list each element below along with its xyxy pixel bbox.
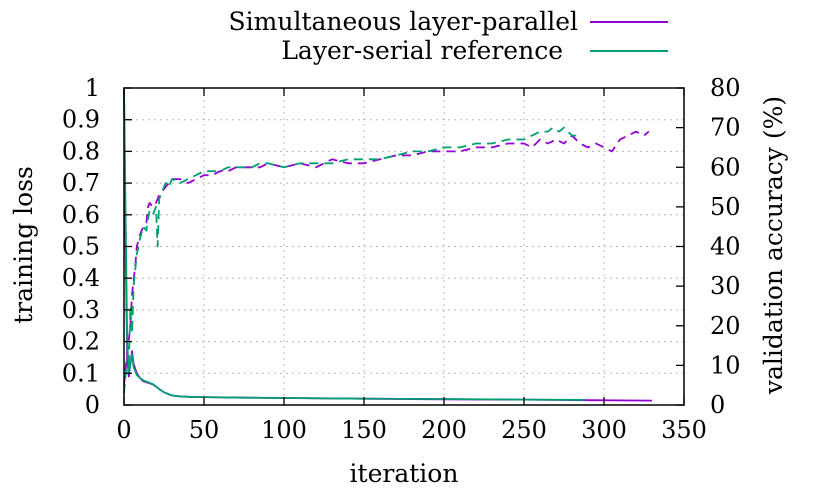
training-loss-line-serial (123, 87, 585, 401)
y2-tick-label: 40 (710, 233, 741, 261)
x-axis-title: iteration (350, 459, 459, 488)
y2-tick-label: 70 (710, 114, 741, 142)
y-axis-title: training loss (9, 166, 38, 324)
x-tick-label: 350 (661, 416, 707, 444)
y-tick-label: 0.1 (62, 359, 100, 387)
validation-accuracy-line-parallel (123, 130, 650, 386)
y2-tick-labels: 0 10 20 30 40 50 60 70 80 (710, 74, 741, 419)
y-tick-label: 0.4 (62, 264, 100, 292)
x-tick-label: 150 (341, 416, 387, 444)
y2-tick-label: 30 (710, 272, 741, 300)
y-tick-label: 0.9 (62, 106, 100, 134)
y-tick-labels: 0 0.1 0.2 0.3 0.4 0.5 0.6 0.7 0.8 0.9 1 (62, 74, 100, 419)
x-tick-label: 250 (501, 416, 547, 444)
plot-area (123, 87, 653, 402)
y2-tick-label: 10 (710, 351, 741, 379)
y-tick-label: 0.7 (62, 169, 100, 197)
y2-tick-label: 20 (710, 312, 741, 340)
legend-label-serial: Layer-serial reference (281, 36, 563, 65)
axis-ticks (123, 87, 685, 406)
y2-tick-label: 0 (710, 391, 725, 419)
y2-tick-label: 80 (710, 74, 741, 102)
y-tick-label: 0.5 (62, 233, 100, 261)
grid (124, 88, 684, 405)
y2-tick-label: 50 (710, 193, 741, 221)
x-tick-label: 50 (189, 416, 220, 444)
y2-axis-title: validation accuracy (%) (759, 96, 788, 395)
x-tick-label: 0 (116, 416, 131, 444)
y-tick-label: 0.6 (62, 201, 100, 229)
validation-accuracy-line-serial (123, 126, 580, 394)
y-tick-label: 1 (85, 74, 100, 102)
y-tick-label: 0.2 (62, 328, 100, 356)
legend-label-parallel: Simultaneous layer-parallel (229, 7, 578, 36)
x-tick-label: 100 (261, 416, 307, 444)
x-tick-label: 300 (581, 416, 627, 444)
legend: Simultaneous layer-parallel Layer-serial… (229, 7, 668, 65)
y-tick-label: 0.3 (62, 296, 100, 324)
y-tick-label: 0 (85, 391, 100, 419)
y-tick-label: 0.8 (62, 137, 100, 165)
x-tick-label: 200 (421, 416, 467, 444)
x-tick-labels: 0 50 100 150 200 250 300 350 (116, 416, 707, 444)
y2-tick-label: 60 (710, 153, 741, 181)
